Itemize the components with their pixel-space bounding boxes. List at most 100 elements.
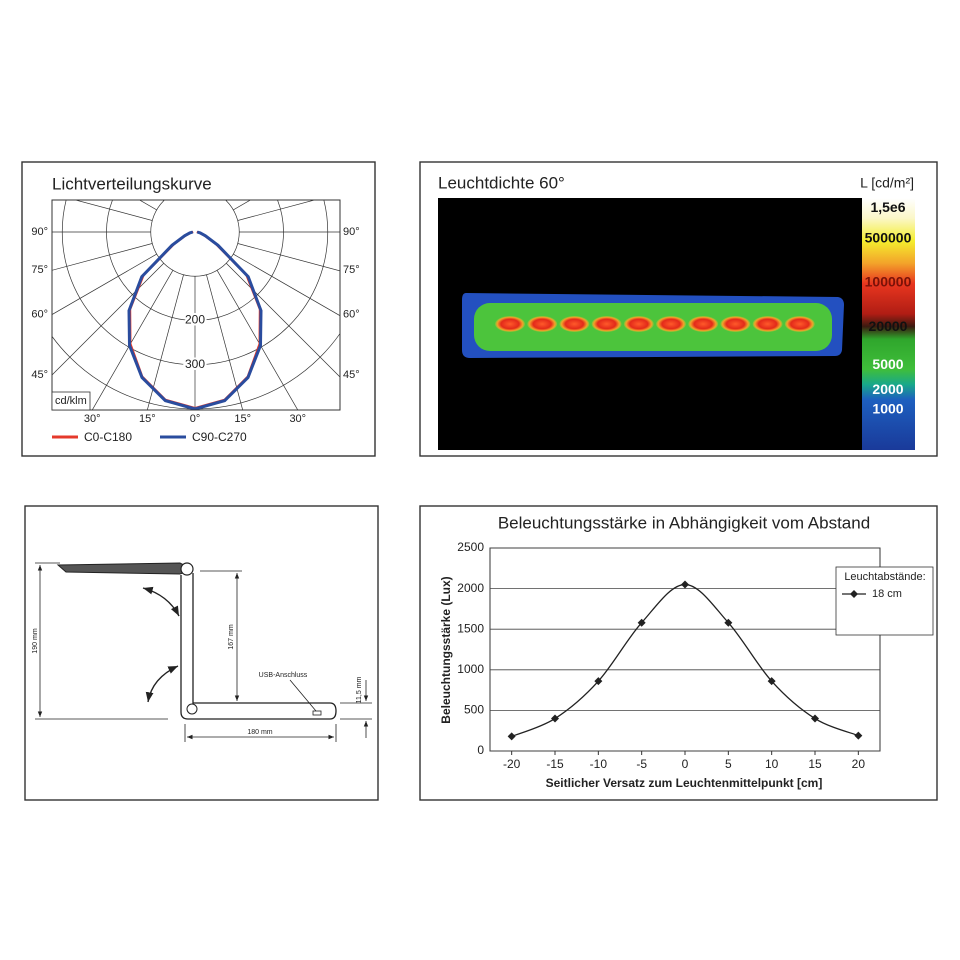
marker xyxy=(811,714,819,723)
ring xyxy=(106,200,284,321)
colorbar-tick-label: 100000 xyxy=(865,274,912,290)
angle-tick-label: 75° xyxy=(31,264,48,276)
spoke xyxy=(52,231,196,271)
x-tick-label: 5 xyxy=(725,757,732,771)
r-tick-label: 200 xyxy=(185,313,205,327)
spoke xyxy=(52,231,196,376)
x-axis-label: Seitlicher Versatz zum Leuchtenmittelpun… xyxy=(546,776,823,790)
unit-label: cd/klm xyxy=(55,395,87,407)
marker xyxy=(767,677,776,686)
x-tick-label: 10 xyxy=(765,757,779,771)
angle-tick-label: 90° xyxy=(31,226,48,238)
led-spot xyxy=(591,316,622,332)
led-spots xyxy=(495,316,815,332)
curve xyxy=(194,230,263,410)
legend-marker xyxy=(850,590,858,598)
luminaire-body xyxy=(474,303,832,351)
led-spot xyxy=(752,316,783,332)
angle-tick-label: 45° xyxy=(343,369,360,381)
r-tick-label: 300 xyxy=(185,357,205,371)
legend-box xyxy=(835,566,934,636)
port-label: USB-Anschluss xyxy=(259,672,308,679)
angle-tick-label: 30° xyxy=(84,413,101,425)
led-spot xyxy=(688,316,719,332)
ring xyxy=(61,200,329,366)
marker xyxy=(724,618,733,627)
spoke xyxy=(194,200,316,233)
marker xyxy=(551,714,559,723)
colorbar-tick-label: 500000 xyxy=(865,229,912,245)
led-spot xyxy=(656,316,686,332)
chart-title: Leuchtdichte 60° xyxy=(438,173,565,192)
marker xyxy=(507,732,516,741)
marker xyxy=(854,731,863,740)
led-spot xyxy=(784,316,815,332)
dimension-label: 167 mm xyxy=(228,624,235,649)
x-tick-label: -15 xyxy=(546,757,564,771)
angle-tick-label: 30° xyxy=(289,413,306,425)
plot-frame xyxy=(489,547,881,752)
colorbar-tick-label: 1,5e6 xyxy=(870,199,905,215)
y-tick-label: 500 xyxy=(464,703,484,717)
angle-tick-label: 90° xyxy=(343,226,360,238)
x-tick-label: -20 xyxy=(503,757,521,771)
colorbar-tick-label: 5000 xyxy=(872,356,903,372)
x-tick-label: -5 xyxy=(636,757,647,771)
y-tick-label: 2500 xyxy=(457,540,484,554)
chart-title: Lichtverteilungskurve xyxy=(52,174,212,193)
polar-plot: 200 300 xyxy=(52,200,340,410)
dimension-label: 180 mm xyxy=(247,729,272,736)
colorbar-tick-label: 2000 xyxy=(872,381,903,397)
spoke xyxy=(194,231,340,317)
legend-label: C0-C180 xyxy=(84,430,132,444)
spoke xyxy=(91,231,196,410)
y-tick-label: 2000 xyxy=(457,581,484,595)
angle-tick-label: 15° xyxy=(234,413,251,425)
spoke xyxy=(52,231,196,315)
colorbar-label: L [cd/m²] xyxy=(860,175,914,191)
x-tick-label: 20 xyxy=(852,757,866,771)
led-spot xyxy=(720,316,751,332)
spoke xyxy=(194,231,299,410)
led-spot xyxy=(623,316,654,332)
led-spot xyxy=(559,316,590,332)
angle-tick-label: 15° xyxy=(139,413,156,425)
spoke xyxy=(194,231,244,410)
colorbar-tick-label: 20000 xyxy=(869,318,908,334)
legend-title: Leuchtabstände: xyxy=(844,571,925,583)
dimension-label: 11,5 mm xyxy=(356,676,363,703)
legend-label: 18 cm xyxy=(872,588,902,600)
technical-drawing xyxy=(35,562,372,742)
spoke xyxy=(194,231,340,378)
x-tick-label: -10 xyxy=(590,757,608,771)
legend-label: C90-C270 xyxy=(192,430,247,444)
marker xyxy=(594,677,603,686)
ring xyxy=(150,200,240,277)
angle-tick-label: 45° xyxy=(31,369,48,381)
x-tick-label: 0 xyxy=(682,757,689,771)
chart-title: Beleuchtungsstärke in Abhängigkeit vom A… xyxy=(498,513,870,532)
y-axis-label: Beleuchtungsstärke (Lux) xyxy=(439,576,453,723)
unit-box xyxy=(51,391,91,411)
plot-frame xyxy=(51,199,341,411)
y-tick-label: 0 xyxy=(477,743,484,757)
angle-tick-label: 0° xyxy=(190,413,201,425)
curve xyxy=(127,230,196,410)
spoke xyxy=(74,200,196,233)
angle-tick-label: 60° xyxy=(343,308,360,320)
colorbar xyxy=(862,198,915,450)
panel-frame xyxy=(24,505,379,801)
spoke xyxy=(146,231,196,410)
line-plot: 0 500 1000 1500 2000 2500 -20 -15 -10 -5 0 5 10 15 20 L… xyxy=(457,540,934,771)
angle-tick-label: 75° xyxy=(343,264,360,276)
x-tick-label: 15 xyxy=(808,757,822,771)
marker xyxy=(681,580,689,589)
y-tick-label: 1500 xyxy=(457,621,484,635)
marker xyxy=(637,618,646,627)
angle-tick-label: 60° xyxy=(31,308,48,320)
y-tick-label: 1000 xyxy=(457,662,484,676)
dimension-label: 190 mm xyxy=(32,628,39,653)
led-spot xyxy=(527,316,558,332)
spoke xyxy=(194,231,340,272)
